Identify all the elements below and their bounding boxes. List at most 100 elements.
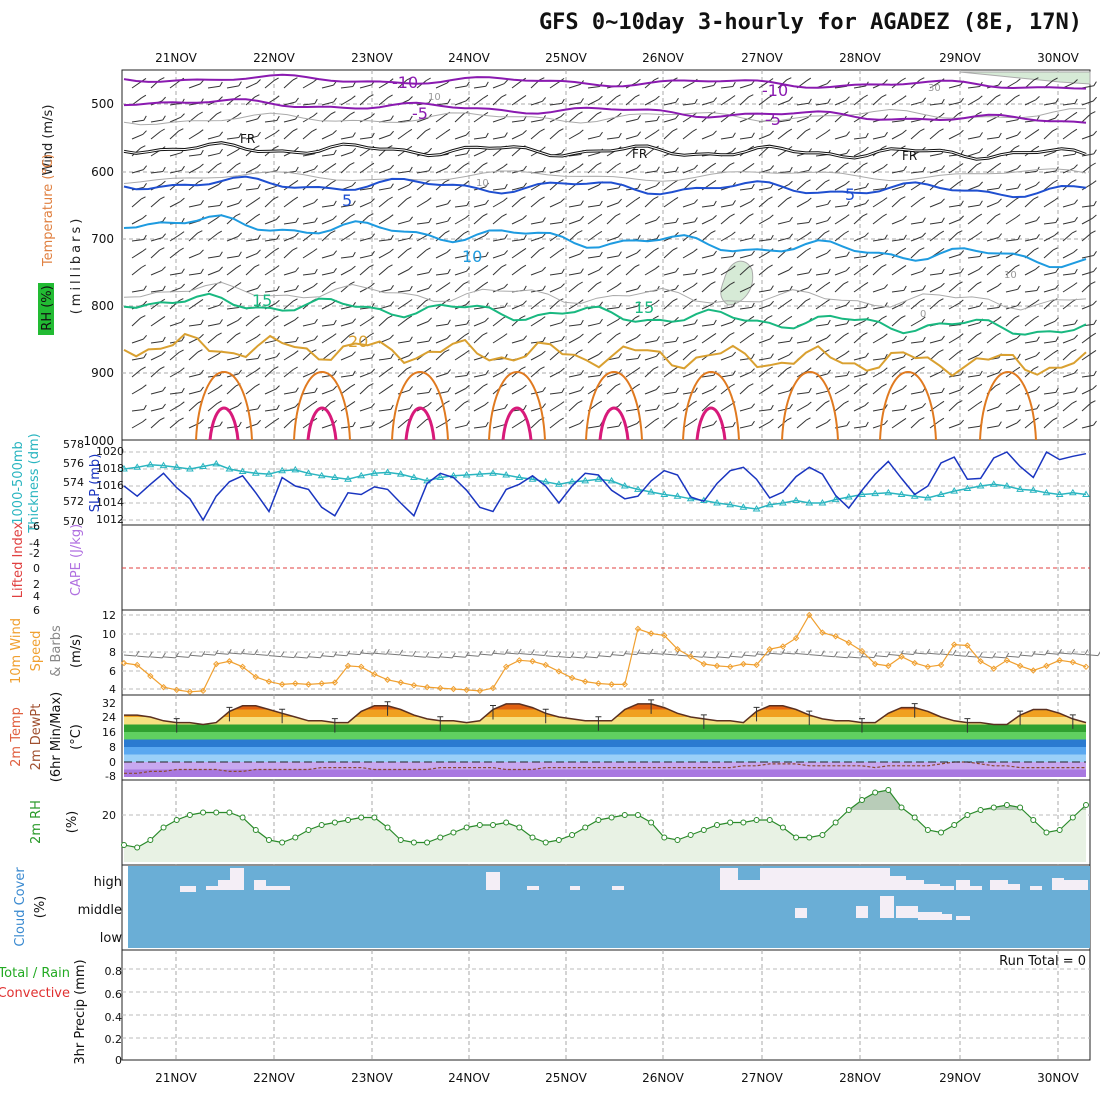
upper-barb-1941 <box>162 403 166 409</box>
upper-barb-1192 <box>796 272 809 276</box>
upper-barb-313 <box>198 129 204 134</box>
upper-barb-1385 <box>691 298 697 302</box>
upper-barb-714 <box>131 198 142 208</box>
upper-barb-626 <box>264 185 277 191</box>
upper-barb-1619 <box>976 332 982 336</box>
upper-barb-1625 <box>1036 336 1040 342</box>
upper-barb-569 <box>693 164 698 170</box>
upper-barb-1648 <box>283 353 295 361</box>
upper-barb-1464 <box>473 320 486 327</box>
upper-barb-111 <box>218 96 223 101</box>
upper-barb-1691 <box>691 349 697 353</box>
upper-barb-371 <box>751 132 755 138</box>
upper-barb-639 <box>390 183 394 189</box>
upper-barb-1435 <box>200 319 204 325</box>
upper-barb-766 <box>625 199 636 208</box>
upper-barb-1929 <box>1015 383 1021 388</box>
upper-barb-1821 <box>960 370 964 376</box>
orange-bump-8 <box>979 370 1037 441</box>
wind10-barb-61 <box>927 652 940 655</box>
wind10-barb-31 <box>532 654 545 656</box>
upper-barb-1964 <box>378 408 391 412</box>
upper-barb-1343 <box>292 298 298 302</box>
upper-barb-831 <box>275 215 280 220</box>
upper-barb-378 <box>815 132 827 140</box>
upper-barb-1132 <box>226 267 237 276</box>
upper-barb-588 <box>872 166 884 174</box>
upper-barb-2110 <box>796 419 807 429</box>
upper-barb-250 <box>568 113 579 123</box>
upper-barb-835 <box>314 217 318 223</box>
cloud-bar-27 <box>896 906 918 918</box>
upper-barb-1638 <box>188 351 199 361</box>
upper-barb-731 <box>293 196 299 201</box>
upper-barb-344 <box>492 136 505 140</box>
upper-barb-335 <box>407 128 413 133</box>
upper-barb-985 <box>770 234 774 240</box>
wind10-barb-tip-39 <box>649 648 654 655</box>
upper-barb-1017 <box>1071 230 1077 234</box>
upper-barb-1228 <box>169 287 182 293</box>
upper-barb-1030 <box>226 255 239 259</box>
upper-barb-1478 <box>606 319 618 327</box>
wind10-barb-14 <box>308 656 321 659</box>
upper-barb-1954 <box>283 406 296 412</box>
upper-barb-369 <box>732 132 736 138</box>
upper-barb-40 <box>511 80 522 89</box>
upper-barb-749 <box>466 200 470 206</box>
upper-barb-785 <box>807 197 812 202</box>
upper-barb-562 <box>625 167 638 174</box>
upper-barb-1130 <box>207 270 220 276</box>
upper-barb-1496 <box>777 318 788 327</box>
upper-barb-2070 <box>416 419 427 429</box>
upper-barb-1613 <box>922 336 926 342</box>
upper-barb-1646 <box>264 356 277 361</box>
upper-barb-1346 <box>321 302 333 310</box>
upper-barb-1685 <box>637 353 641 359</box>
rh-point-12 <box>279 839 286 846</box>
upper-barb-1914 <box>872 385 883 395</box>
upper-barb-1320 <box>1043 288 1056 293</box>
upper-barb-891 <box>844 214 850 219</box>
upper-barb-1113 <box>1016 248 1021 253</box>
upper-barb-965 <box>577 230 583 234</box>
upper-barb-365 <box>692 128 697 133</box>
upper-barb-960 <box>530 236 543 242</box>
upper-barb-257 <box>637 114 641 120</box>
upper-barb-1764 <box>416 369 428 378</box>
upper-barb-878 <box>720 215 731 225</box>
upper-barb-665 <box>637 183 641 189</box>
upper-barb-919 <box>143 234 147 240</box>
upper-barb-83 <box>919 77 925 81</box>
rh2m-panel: 20 2m RH (%) <box>29 787 1089 862</box>
upper-barb-1010 <box>1005 239 1018 242</box>
upper-barb-198 <box>1043 102 1056 106</box>
upper-barb-2134 <box>1024 420 1035 429</box>
upper-barb-1019 <box>1090 230 1096 234</box>
temp-band-9 <box>124 769 1086 777</box>
upper-barb-717 <box>159 196 165 200</box>
upper-barb-1117 <box>1052 247 1058 251</box>
upper-barb-10 <box>226 85 239 89</box>
wind10-barb-34 <box>572 656 585 659</box>
upper-barb-1883 <box>580 386 584 391</box>
upper-barb-1749 <box>273 366 279 370</box>
upper-barb-986 <box>777 237 790 242</box>
wind10-point-37 <box>608 681 615 688</box>
upper-barb-928 <box>226 236 239 242</box>
upper-barb-1895 <box>694 387 698 393</box>
upper-barb-1115 <box>1033 247 1039 251</box>
upper-barb-421 <box>254 145 260 149</box>
magenta-bump-0 <box>208 406 240 441</box>
upper-barb-1860 <box>359 385 370 395</box>
upper-barb-1477 <box>599 318 603 324</box>
wind10-barb-48 <box>756 653 769 656</box>
upper-barb-969 <box>617 232 622 238</box>
thickness-point-29 <box>502 470 511 478</box>
upper-barb-1217 <box>1035 265 1040 270</box>
thickness-point-0 <box>120 465 128 472</box>
upper-barb-2016 <box>872 408 885 412</box>
upper-barb-1681 <box>598 350 603 355</box>
upper-barb-1756 <box>340 374 353 378</box>
upper-barb-1214 <box>1005 266 1016 276</box>
